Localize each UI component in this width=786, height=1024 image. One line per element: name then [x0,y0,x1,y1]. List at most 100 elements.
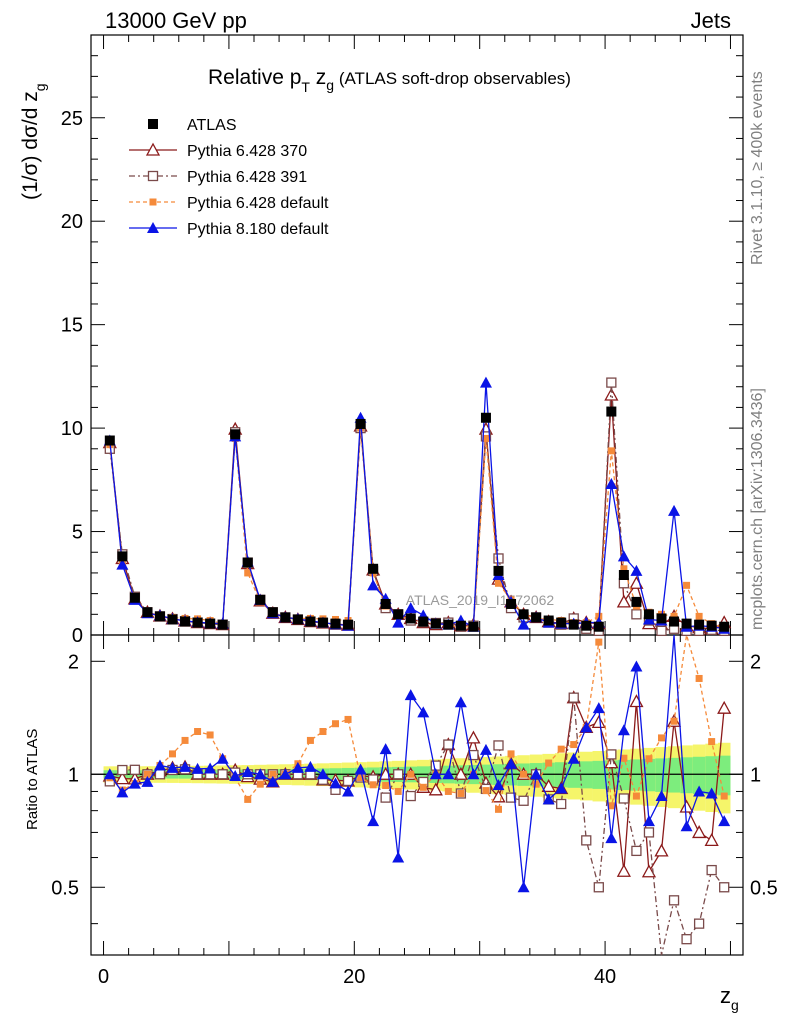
ratio-point-pythia-6-428-default [532,780,540,788]
ratio-point-pythia-6-428-default [319,728,327,736]
ratio-point-pythia-6-428-370 [541,779,556,793]
data-point-atlas [180,616,191,627]
ratio-point-pythia-8-180-default [693,785,706,797]
ratio-point-pythia-6-428-370 [453,766,468,780]
ratio-point-pythia-8-180-default [404,689,417,701]
data-point-atlas [355,418,366,429]
data-point-atlas [142,607,153,618]
series-line-pythia-6-428-391 [109,382,725,632]
ratio-point-pythia-6-428-370 [491,789,506,803]
rivet-info-label: Rivet 3.1.10, ≥ 400k events [749,71,766,265]
ratio-point-pythia-8-180-default [367,815,380,827]
ratio-point-pythia-8-180-default [705,787,718,799]
ratio-point-pythia-6-428-391 [117,764,128,776]
ratio-point-pythia-6-428-default [708,738,716,746]
x-tick-label: 40 [594,966,616,988]
ratio-point-pythia-6-428-default [407,770,415,778]
ratio-point-pythia-8-180-default [555,782,568,794]
ratio-point-pythia-6-428-default [645,755,653,763]
ratio-point-pythia-6-428-391 [217,769,228,780]
ratio-point-pythia-8-180-default [279,768,292,780]
ratio-point-pythia-6-428-default [306,736,314,744]
data-point-pythia-6-428-default [607,447,615,455]
x-tick-label: 20 [343,966,365,988]
main-series [102,376,732,637]
ratio-point-pythia-6-428-default [269,770,277,778]
data-point-atlas [305,616,316,627]
ratio-point-pythia-6-428-default [720,792,728,800]
data-point-pythia-8-180-default [668,504,681,516]
data-point-atlas [405,613,416,624]
x-tick-label: 0 [98,966,109,988]
ratio-point-pythia-6-428-default [382,782,390,790]
data-point-atlas [493,565,504,576]
data-point-atlas [368,563,379,574]
ratio-tick-label: 1 [750,764,761,786]
data-point-atlas [104,435,115,446]
ratio-point-pythia-6-428-default [169,750,176,758]
data-point-atlas [719,621,730,632]
data-point-atlas [443,619,454,630]
data-point-atlas [543,615,554,626]
data-point-pythia-6-428-391 [631,609,642,620]
ratio-tick-label: 2 [750,651,761,673]
data-point-pythia-8-180-default [605,477,618,489]
data-point-pythia-8-180-default [479,376,492,388]
ratio-axis-ticks: 0.5 0.5 1 1 2 2 [51,651,778,925]
data-point-atlas [669,616,680,627]
ratio-point-pythia-8-180-default [179,760,192,772]
data-point-atlas [205,618,216,629]
ratio-point-pythia-8-180-default [542,793,555,805]
data-point-atlas [656,613,667,624]
legend: ATLAS Pythia 6.428 370 Pythia 6.428 391 Pyt… [129,117,329,238]
data-point-atlas [606,406,617,417]
ratio-point-pythia-8-180-default [580,721,593,733]
ratio-point-pythia-8-180-default [166,761,179,773]
ratio-point-pythia-8-180-default [617,724,630,736]
ratio-point-pythia-6-428-default [369,781,377,789]
data-point-pythia-6-428-370 [604,387,619,401]
ratio-point-pythia-6-428-370 [616,863,631,877]
ratio-point-pythia-6-428-default [482,787,490,795]
ratio-point-pythia-8-180-default [204,762,217,774]
ratio-point-pythia-8-180-default [592,702,605,714]
ratio-point-pythia-6-428-391 [380,792,391,803]
ratio-point-pythia-6-428-default [557,745,565,753]
band-inner [667,757,681,793]
y-tick-label: 20 [61,211,83,233]
ratio-point-pythia-8-180-default [517,881,530,893]
data-point-atlas [455,620,466,631]
data-point-pythia-6-428-default [620,565,628,573]
ratio-point-pythia-6-428-default [344,715,352,723]
data-point-atlas [581,620,592,631]
data-point-pythia-8-180-default [630,564,643,576]
y-tick-label: 0 [72,625,83,647]
watermark-label: ATLAS_2019_I1772062 [406,592,555,608]
ratio-point-pythia-6-428-370 [692,825,707,839]
band-inner [655,758,668,792]
ratio-point-pythia-8-180-default [116,786,129,798]
ratio-point-pythia-6-428-391 [581,835,592,846]
ratio-point-pythia-8-180-default [266,775,279,787]
legend-marker-pythia-6-428-391 [147,170,159,182]
band-inner [692,756,706,794]
data-point-atlas [681,618,692,629]
ratio-point-pythia-6-428-370 [466,730,481,744]
data-point-atlas [192,617,203,628]
ratio-point-pythia-6-428-default [520,770,528,778]
ratio-point-pythia-8-180-default [454,696,467,708]
y-tick-label: 5 [72,522,83,544]
ratio-point-pythia-8-180-default [216,752,229,764]
data-point-atlas [556,617,567,628]
ratio-point-pythia-6-428-391 [129,764,141,775]
header-right-label: Jets [691,8,731,33]
data-point-atlas [694,619,705,630]
ratio-point-pythia-8-180-default [479,743,492,755]
ratio-point-pythia-6-428-391 [342,775,354,787]
ratio-point-pythia-6-428-default [332,720,339,728]
data-point-pythia-8-180-default [617,550,630,562]
chart-title: Relative pT zg (ATLAS soft-drop observab… [208,66,571,95]
ratio-point-pythia-8-180-default [392,851,405,863]
ratio-point-pythia-8-180-default [429,768,442,780]
data-point-atlas [230,429,241,440]
